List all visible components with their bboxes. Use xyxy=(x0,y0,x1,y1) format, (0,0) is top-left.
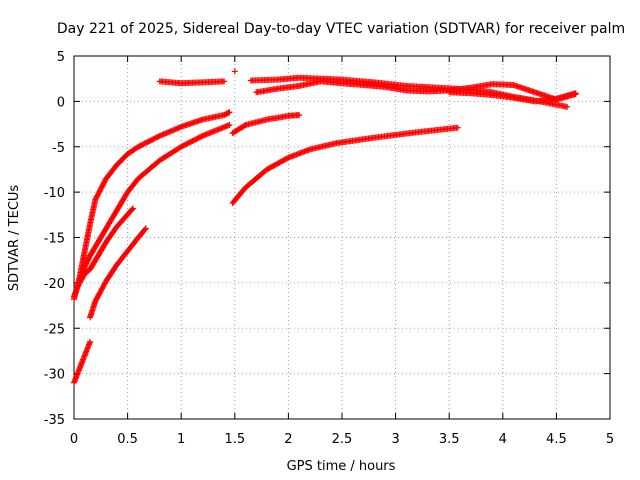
data-point xyxy=(87,338,94,345)
data-point xyxy=(94,192,101,199)
data-point xyxy=(129,205,136,212)
data-point xyxy=(99,183,106,190)
data-point xyxy=(93,193,100,200)
data-point xyxy=(97,185,104,192)
x-tick-label: 3.5 xyxy=(439,432,460,447)
data-point xyxy=(99,182,106,189)
x-tick-label: 0 xyxy=(70,432,78,447)
plot-frame xyxy=(73,55,611,420)
data-point xyxy=(296,111,303,118)
x-tick-label: 0.5 xyxy=(117,432,138,447)
data-point xyxy=(100,180,107,187)
data-point xyxy=(98,184,105,191)
data-point xyxy=(198,133,205,140)
data-point xyxy=(101,179,108,186)
x-tick-label: 5 xyxy=(606,432,614,447)
data-point xyxy=(101,178,108,185)
data-point xyxy=(96,188,103,195)
y-tick-label: 5 xyxy=(57,50,65,65)
y-tick-label: -35 xyxy=(44,413,65,428)
data-point xyxy=(142,225,149,232)
y-axis-label: SDTVAR / TECUs xyxy=(7,185,22,292)
x-tick-label: 1 xyxy=(177,432,185,447)
data-point xyxy=(155,133,162,140)
y-tick-label: -15 xyxy=(44,232,65,247)
y-tick-label: -30 xyxy=(44,368,65,383)
data-point xyxy=(97,187,104,194)
axis-ticks: 0 0.5 1 1.5 2 2.5 3 3.5 4 4.5 5 -35 -30 -25 -20 -15 -10 -… xyxy=(44,50,614,447)
data-point xyxy=(572,90,579,97)
x-tick-label: 2.5 xyxy=(332,432,353,447)
x-tick-label: 2 xyxy=(284,432,292,447)
data-point xyxy=(231,68,238,75)
y-tick-label: 0 xyxy=(57,95,65,110)
data-point xyxy=(564,103,571,110)
x-tick-label: 4.5 xyxy=(546,432,567,447)
data-point xyxy=(284,155,291,162)
y-tick-label: -20 xyxy=(44,277,65,292)
data-point xyxy=(95,191,102,198)
data-point xyxy=(141,226,148,233)
x-axis-label: GPS time / hours xyxy=(287,459,396,474)
data-point xyxy=(93,195,100,202)
data-point xyxy=(95,189,102,196)
data-point xyxy=(226,109,233,116)
data-point xyxy=(221,78,228,85)
y-tick-label: -5 xyxy=(52,141,65,156)
chart-title: Day 221 of 2025, Sidereal Day-to-day VTE… xyxy=(57,21,625,37)
y-tick-label: -10 xyxy=(44,186,65,201)
data-point xyxy=(454,124,461,131)
grid xyxy=(74,56,610,419)
data-points xyxy=(71,68,579,386)
data-point xyxy=(129,206,136,213)
y-tick-label: -25 xyxy=(44,322,65,337)
x-tick-label: 1.5 xyxy=(224,432,245,447)
x-tick-label: 4 xyxy=(499,432,507,447)
data-point xyxy=(226,121,233,128)
data-point xyxy=(92,196,99,203)
x-tick-label: 3 xyxy=(391,432,399,447)
